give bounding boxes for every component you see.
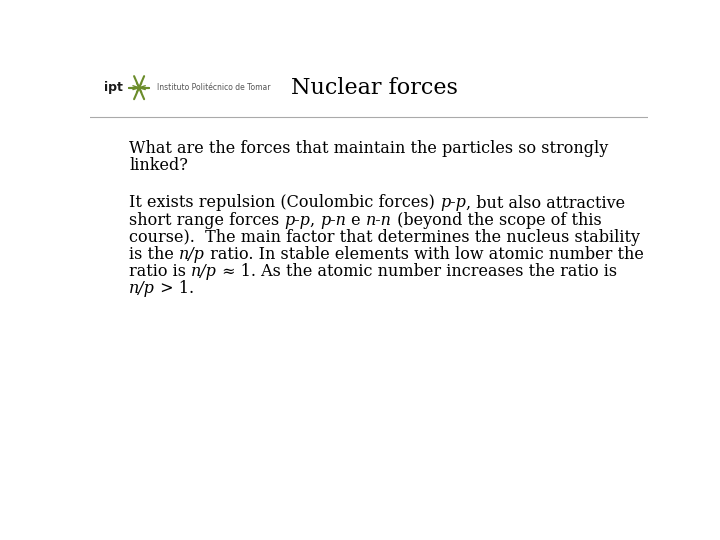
Text: n/p: n/p — [129, 280, 155, 297]
Text: Instituto Politécnico de Tomar: Instituto Politécnico de Tomar — [157, 83, 271, 92]
Text: n/p: n/p — [179, 246, 205, 263]
Text: > 1.: > 1. — [155, 280, 194, 297]
Text: p-p: p-p — [440, 194, 466, 211]
Text: is the: is the — [129, 246, 179, 263]
Text: (beyond the scope of this: (beyond the scope of this — [392, 212, 602, 228]
Text: short range forces: short range forces — [129, 212, 284, 228]
Text: p-n: p-n — [320, 212, 346, 228]
Text: course).  The main factor that determines the nucleus stability: course). The main factor that determines… — [129, 228, 640, 246]
Text: linked?: linked? — [129, 157, 188, 174]
Text: n/p: n/p — [192, 263, 217, 280]
Text: ≈ 1. As the atomic number increases the ratio is: ≈ 1. As the atomic number increases the … — [217, 263, 617, 280]
Text: e: e — [346, 212, 366, 228]
Text: It exists repulsion (Coulombic forces): It exists repulsion (Coulombic forces) — [129, 194, 440, 211]
Text: Nuclear forces: Nuclear forces — [291, 77, 458, 99]
Text: ,: , — [310, 212, 320, 228]
Text: , but also attractive: , but also attractive — [466, 194, 625, 211]
Text: n-n: n-n — [366, 212, 392, 228]
Text: ipt: ipt — [104, 81, 123, 94]
Text: ratio is: ratio is — [129, 263, 192, 280]
Text: What are the forces that maintain the particles so strongly: What are the forces that maintain the pa… — [129, 140, 608, 157]
Text: p-p: p-p — [284, 212, 310, 228]
Text: ratio. In stable elements with low atomic number the: ratio. In stable elements with low atomi… — [205, 246, 644, 263]
